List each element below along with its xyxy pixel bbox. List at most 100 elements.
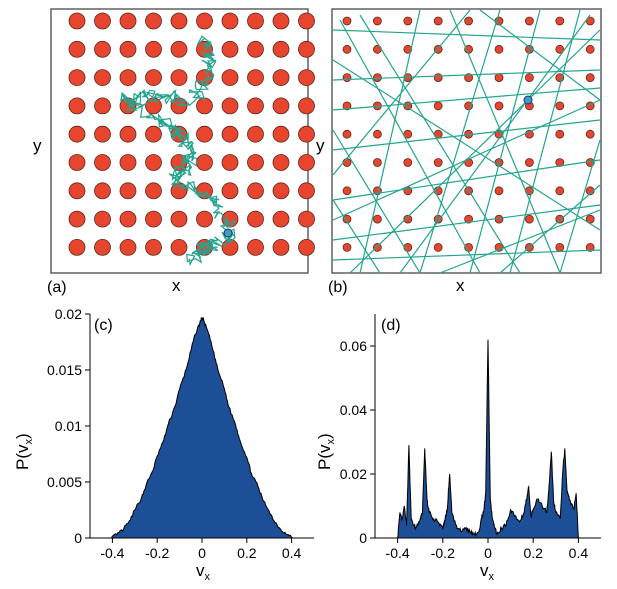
obstacle [68,40,86,58]
obstacle [196,210,213,228]
y-tick-label: 0.015 [47,362,82,378]
obstacle [68,238,86,256]
obstacle [68,12,86,30]
obstacle [94,125,111,143]
obstacle [298,210,315,228]
trajectory-segment [332,129,421,274]
obstacle [221,182,239,200]
obstacle [221,125,239,143]
obstacle [555,214,565,224]
obstacle [247,12,264,30]
x-tick-label: 0.2 [237,545,257,561]
obstacle [272,154,290,171]
obstacle [585,44,595,54]
x-tick-label: -0.4 [386,545,410,561]
panel-a-xlabel: x [172,276,181,295]
obstacle [555,101,565,111]
panel-d-label: (d) [381,317,401,334]
trajectory-segment [399,14,591,274]
obstacle [94,238,111,256]
obstacle [94,182,111,200]
panel-d-axes: -0.4 -0.2 0 0.2 0.4 0 0.02 0.04 0.06 [340,314,601,561]
obstacle [170,238,188,256]
obstacle [342,44,352,54]
trajectory-segment [332,87,601,111]
y-tick-label: 0.02 [340,466,367,482]
obstacle [298,40,315,58]
obstacle [372,214,382,224]
panel-a: y x (a) [33,8,315,296]
obstacle [145,210,162,228]
obstacle [170,210,188,228]
obstacle [272,97,290,115]
x-tick-label: 0.4 [282,545,302,561]
x-tick-label: 0.2 [523,545,543,561]
obstacle [94,12,111,30]
x-tick-label: -0.4 [100,545,124,561]
obstacle [119,238,137,256]
panel-b-xlabel: x [456,276,465,295]
obstacle [298,154,315,171]
obstacle [342,214,352,224]
obstacle [272,182,290,200]
obstacle [119,154,137,171]
obstacle [555,16,565,26]
obstacle [272,12,290,30]
trajectory-segment [339,19,481,274]
x-tick-label: 0.4 [569,545,589,561]
obstacle [68,125,86,143]
obstacle [342,158,352,167]
obstacle [433,242,443,252]
obstacle [272,69,290,86]
obstacle [555,242,565,252]
obstacle [585,129,595,139]
panel-c-axes: -0.4 -0.2 0 0.2 0.4 0 0.005 0.01 0.015 0.02 [47,306,314,561]
panel-b: y x (b) [316,8,602,296]
obstacle [342,16,352,26]
obstacle [464,214,474,224]
y-tick-label: 0.04 [340,402,367,418]
obstacle [247,40,264,58]
obstacle [372,129,382,139]
obstacle [372,158,382,167]
trajectory-segment [469,9,541,274]
obstacle [94,210,111,228]
panel-b-label: (b) [328,279,348,296]
panel-d: -0.4 -0.2 0 0.2 0.4 0 0.02 0.04 0.06 (d) vx P(vx… [315,314,601,583]
panel-d-ylabel: P(vx) [315,433,337,470]
obstacle [94,154,111,171]
x-tick-label: 0 [198,545,206,561]
obstacle [68,69,86,86]
panel-c-ylabel: P(vx) [13,433,35,470]
obstacle [119,40,137,58]
obstacle [94,69,111,86]
obstacle [403,44,413,54]
obstacle [68,97,86,115]
trajectory-segment [359,9,421,274]
obstacle [68,154,86,171]
panel-a-label: (a) [47,279,67,296]
obstacle [403,16,413,26]
obstacle [298,182,315,200]
obstacle [494,101,504,111]
obstacle [494,44,504,54]
obstacle [94,97,111,115]
obstacle [585,242,595,252]
panel-a-ylabel: y [33,136,42,155]
obstacle [298,238,315,256]
panel-a-particle [223,228,233,238]
x-tick-label: -0.2 [145,545,169,561]
panel-c-histogram [110,316,294,539]
obstacle [272,125,290,143]
obstacle [247,125,264,143]
obstacle [272,40,290,58]
obstacle [433,73,443,82]
obstacle [247,97,264,115]
obstacle [221,69,239,86]
obstacle [145,125,162,143]
obstacle [247,154,264,171]
panel-c-xlabel: vx [196,561,211,583]
panel-b-trajectory [332,9,601,274]
obstacle [145,238,162,256]
trajectory-segment [332,119,601,151]
